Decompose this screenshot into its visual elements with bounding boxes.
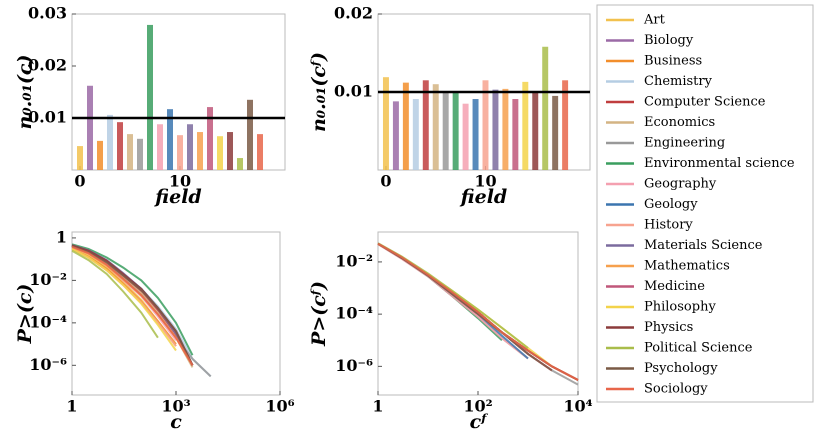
bar xyxy=(97,140,103,170)
y-tick-label: 0.01 xyxy=(28,108,67,127)
bar xyxy=(237,158,243,170)
y-tick-label: 10⁻⁴ xyxy=(335,304,373,323)
ccdf-line xyxy=(71,246,177,347)
ccdf-line xyxy=(71,243,194,356)
legend-label: Psychology xyxy=(644,361,718,376)
x-tick-label: 0 xyxy=(74,172,85,191)
bar xyxy=(392,101,399,170)
legend-label: Geology xyxy=(644,197,698,212)
legend-label: Philosophy xyxy=(644,300,716,315)
bar xyxy=(402,82,409,170)
bar xyxy=(127,134,133,170)
legend-label: Political Science xyxy=(644,341,753,356)
x-axis-label: field xyxy=(459,186,507,208)
bar xyxy=(247,99,253,170)
x-axis-label: field xyxy=(153,186,201,208)
legend-label: Physics xyxy=(644,320,693,335)
legend-label: Mathematics xyxy=(644,259,730,274)
bar xyxy=(502,88,509,170)
bar xyxy=(177,135,183,170)
bar xyxy=(227,132,233,170)
legend-label: Geography xyxy=(644,177,717,192)
x-tick-label: 1 xyxy=(372,397,383,416)
legend-label: History xyxy=(644,218,693,233)
x-tick-label: 10 xyxy=(169,172,191,191)
bar xyxy=(472,99,479,170)
bar xyxy=(532,92,539,170)
x-axis-label: cᶠ xyxy=(470,411,489,433)
y-axis-label: P>(c) xyxy=(14,284,36,345)
bar xyxy=(207,107,213,170)
bar xyxy=(157,124,163,170)
x-axis-label: c xyxy=(170,411,182,433)
x-tick-label: 0 xyxy=(380,172,391,191)
y-tick-label: 10⁻⁶ xyxy=(335,356,373,375)
ccdf-line xyxy=(377,242,579,381)
legend-label: Engineering xyxy=(644,136,725,151)
legend-label: Materials Science xyxy=(644,238,763,253)
y-axis-label: n₀.₀₁(c) xyxy=(14,55,36,130)
ccdf-line xyxy=(71,248,177,347)
y-tick-label: 10⁻² xyxy=(335,251,373,270)
x-tick-label: 10⁶ xyxy=(265,397,294,416)
bar xyxy=(452,92,459,170)
legend-label: Chemistry xyxy=(644,74,713,89)
y-tick-label: 0.03 xyxy=(28,4,67,23)
bar xyxy=(512,99,519,170)
bar xyxy=(87,85,93,170)
ccdf-line xyxy=(71,249,159,339)
y-axis-label: P>(cᶠ) xyxy=(308,281,330,347)
x-tick-label: 10² xyxy=(463,397,492,416)
x-tick-label: 10⁴ xyxy=(563,397,592,416)
bar xyxy=(412,99,419,170)
bar xyxy=(117,122,123,170)
ccdf-line xyxy=(71,248,177,352)
y-tick-label: 0.02 xyxy=(334,4,373,23)
legend-label: Business xyxy=(644,54,702,69)
bar xyxy=(107,114,113,170)
x-tick-label: 10 xyxy=(474,172,496,191)
bar xyxy=(482,80,489,170)
x-tick-label: 10³ xyxy=(161,397,190,416)
bar xyxy=(442,92,449,170)
bar xyxy=(147,24,153,171)
bar xyxy=(562,80,569,170)
bar xyxy=(552,95,559,170)
ccdf-line xyxy=(71,244,194,366)
bar xyxy=(257,134,263,170)
bar xyxy=(187,124,193,170)
bar xyxy=(422,80,429,170)
bar xyxy=(197,132,203,170)
bar xyxy=(492,89,499,170)
bar xyxy=(462,103,469,170)
legend-label: Sociology xyxy=(644,382,708,397)
legend-label: Medicine xyxy=(644,279,705,294)
legend-label: Art xyxy=(643,13,666,28)
legend-label: Biology xyxy=(644,33,694,48)
legend-label: Economics xyxy=(644,115,715,130)
bar xyxy=(167,109,173,170)
y-tick-label: 10⁻⁴ xyxy=(29,312,67,331)
legend-label: Environmental science xyxy=(644,156,795,171)
legend-label: Computer Science xyxy=(644,95,766,110)
x-tick-label: 1 xyxy=(66,397,77,416)
y-tick-label: 10⁻² xyxy=(29,270,67,289)
ccdf-line xyxy=(71,245,194,366)
y-tick-label: 0.02 xyxy=(28,56,67,75)
bar xyxy=(382,77,389,170)
bar xyxy=(522,81,529,170)
bar xyxy=(137,138,143,170)
bar xyxy=(217,136,223,170)
y-tick-label: 1 xyxy=(56,227,67,246)
bar xyxy=(432,84,439,170)
y-tick-label: 0.01 xyxy=(334,82,373,101)
ccdf-line xyxy=(377,243,529,360)
bar xyxy=(77,146,83,170)
y-tick-label: 10⁻⁶ xyxy=(29,355,67,374)
bar xyxy=(542,46,549,171)
y-axis-label: n₀.₀₁(cᶠ) xyxy=(308,52,330,132)
ccdf-line xyxy=(377,242,503,342)
